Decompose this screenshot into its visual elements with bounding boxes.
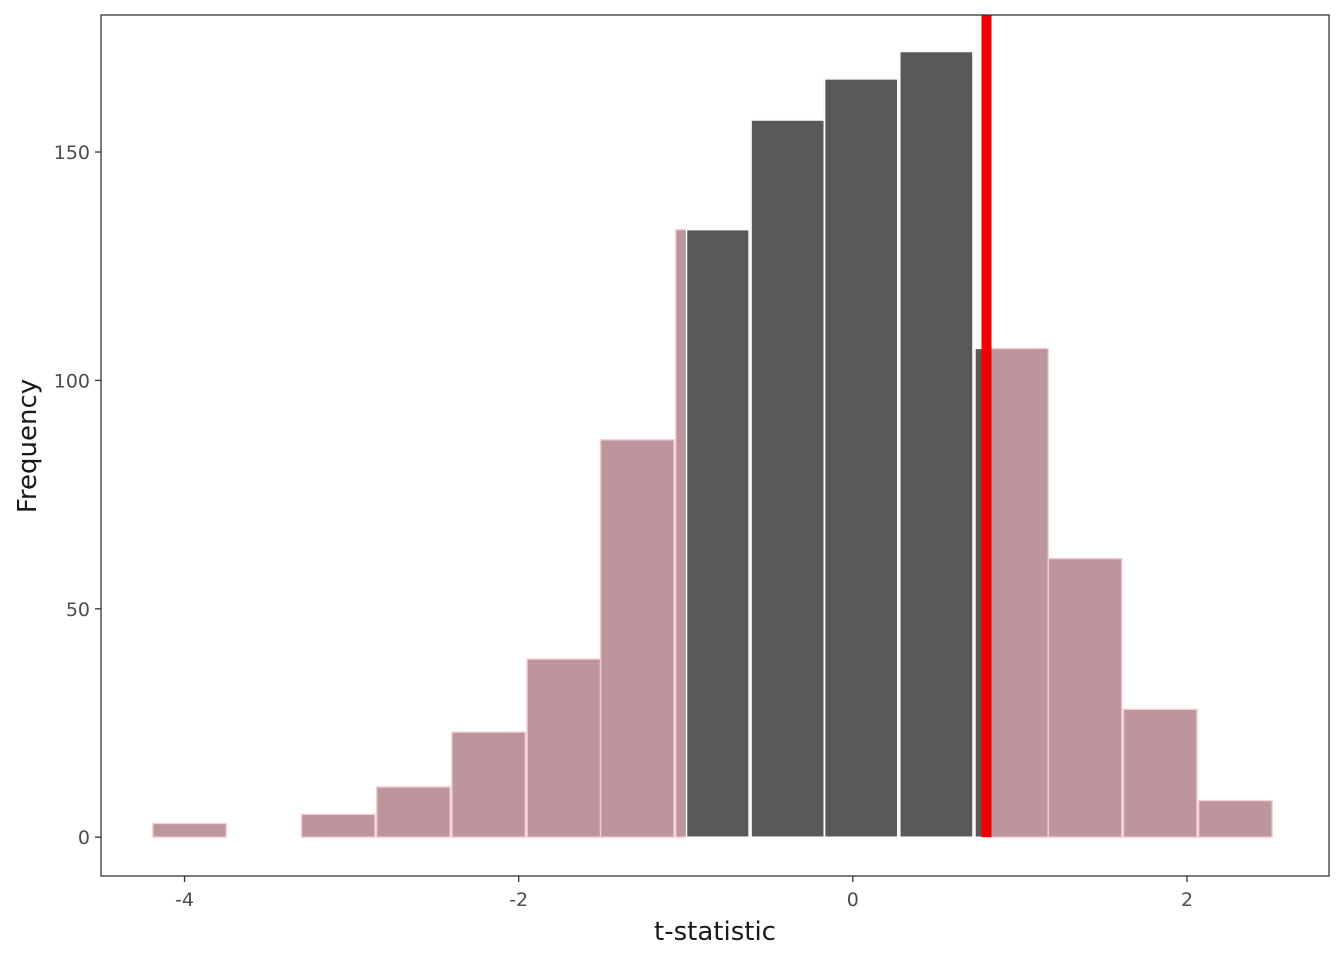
histogram-bar-shaded-10: [899, 50, 974, 838]
histogram-bar-6: [599, 439, 675, 838]
y-axis: 0 50 100 150: [54, 142, 101, 849]
y-axis-title: Frequency: [13, 379, 43, 513]
x-tick-label-2: 0: [847, 889, 859, 911]
histogram-bar-2: [300, 813, 376, 838]
histogram-bar-shaded-7: [685, 228, 750, 838]
y-tick-label-0: 0: [78, 827, 90, 849]
x-tick-label-1: -2: [509, 889, 528, 911]
inside-bars-layer: [685, 50, 987, 838]
histogram-bar-5: [526, 658, 602, 838]
histogram-bar-3: [375, 786, 451, 838]
y-tick-label-1: 50: [66, 599, 90, 621]
panel-border: [100, 14, 1330, 877]
x-axis: -4 -2 0 2: [175, 876, 1193, 911]
y-tick-label-3: 150: [54, 142, 90, 164]
x-axis-title: t-statistic: [654, 917, 776, 947]
histogram-bar-14: [1197, 799, 1273, 838]
x-tick-label-0: -4: [175, 889, 194, 911]
x-tick-label-3: 2: [1181, 889, 1193, 911]
histogram-bar-4: [451, 731, 527, 838]
y-tick-label-2: 100: [54, 370, 90, 392]
histogram-bar-shaded-9: [823, 78, 899, 838]
histogram-bar-12: [1047, 557, 1123, 838]
histogram-bar-shaded-8: [750, 119, 825, 838]
histogram-bar-0: [152, 822, 227, 838]
histogram-bar-13: [1122, 708, 1198, 838]
